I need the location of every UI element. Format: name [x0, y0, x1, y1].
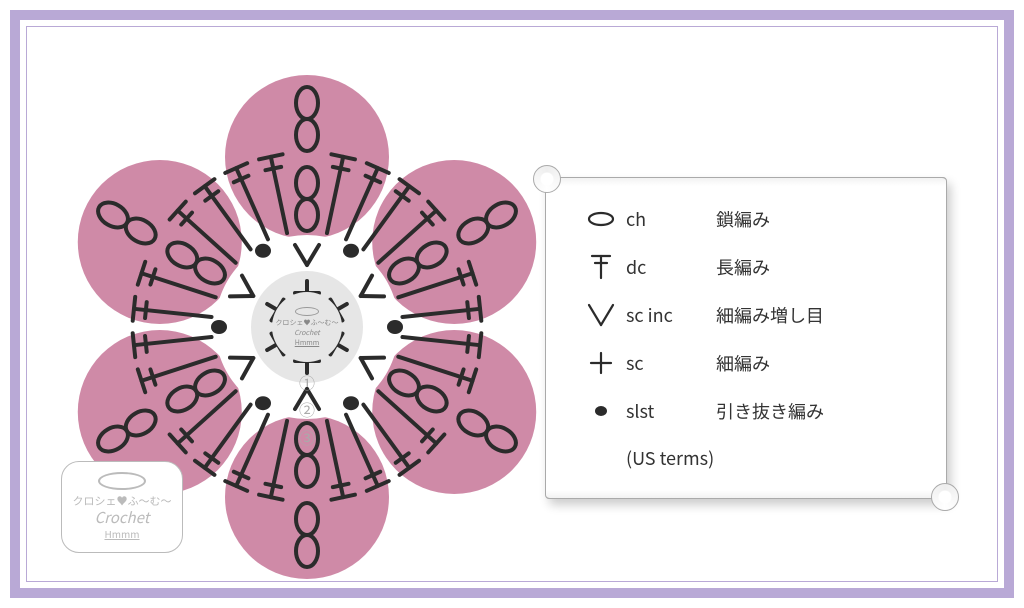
logo-line2: Crochet: [95, 508, 150, 528]
outer-frame: クロシェ♥ふ〜む〜 Crochet Hmmm ① ② ③ ch鎖編みdc長編みs…: [10, 10, 1014, 598]
legend-body: ch鎖編みdc長編みsc inc細編み増し目sc細編みslst引き抜き編み (US…: [576, 202, 926, 474]
logo-line1: クロシェ♥ふ〜む〜: [73, 494, 172, 508]
legend-abbr: ch: [626, 206, 716, 232]
round-label-1: ①: [299, 370, 315, 394]
legend-abbr: dc: [626, 254, 716, 280]
legend-symbol-scinc: [576, 301, 626, 329]
round-label-2: ②: [299, 397, 315, 421]
round-label-3: ③: [299, 425, 315, 449]
legend-jp: 鎖編み: [716, 206, 926, 232]
logo-line3: Hmmm: [104, 527, 139, 542]
brand-logo: クロシェ♥ふ〜む〜 Crochet Hmmm: [61, 461, 183, 553]
legend-jp: 引き抜き編み: [716, 398, 926, 424]
legend-symbol-slst: [576, 397, 626, 425]
logo-oval-icon: [98, 472, 146, 490]
legend-panel: ch鎖編みdc長編みsc inc細編み増し目sc細編みslst引き抜き編み (US…: [545, 177, 947, 499]
center-watermark: クロシェ♥ふ〜む〜 Crochet Hmmm: [272, 292, 342, 362]
inner-frame: クロシェ♥ふ〜む〜 Crochet Hmmm ① ② ③ ch鎖編みdc長編みs…: [26, 26, 998, 582]
scroll-curl-top: [533, 165, 561, 193]
legend-abbr: sc: [626, 350, 716, 376]
legend-jp: 長編み: [716, 254, 926, 280]
legend-symbol-dc: [576, 253, 626, 281]
legend-abbr: sc inc: [626, 302, 716, 328]
legend-abbr: slst: [626, 398, 716, 424]
scroll-curl-bottom: [931, 483, 959, 511]
legend-jp: 細編み: [716, 350, 926, 376]
legend-footer: (US terms): [626, 445, 926, 471]
scroll-edge-top: [559, 177, 946, 186]
legend-jp: 細編み増し目: [716, 302, 926, 328]
legend-symbol-ch: [576, 205, 626, 233]
scroll-edge-bottom: [546, 490, 933, 499]
legend-symbol-sc: [576, 349, 626, 377]
